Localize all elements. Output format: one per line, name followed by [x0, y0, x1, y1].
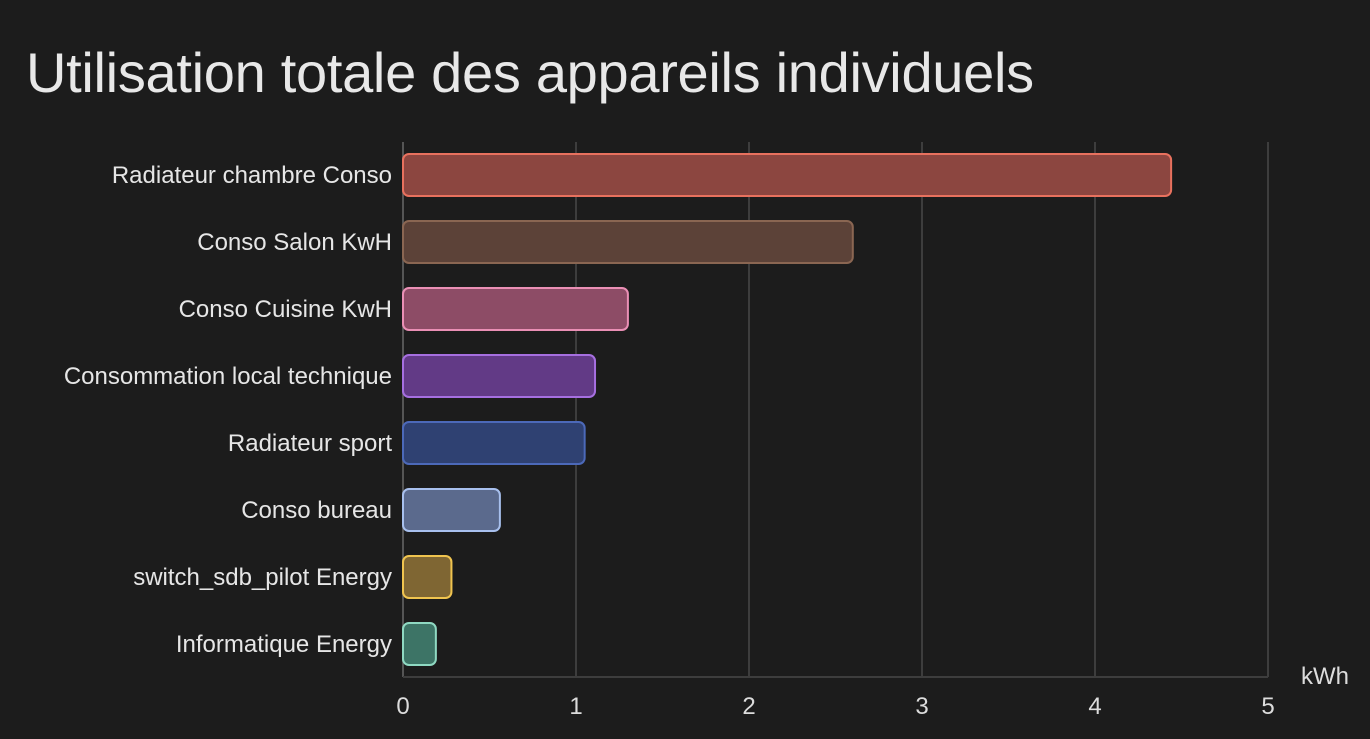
bar-2: [402, 287, 629, 331]
category-label: Conso Cuisine KwH: [179, 296, 392, 323]
bar-1: [402, 220, 854, 264]
bar-4: [402, 421, 586, 465]
x-tick-label: 1: [569, 693, 582, 720]
x-tick-label: 0: [396, 693, 409, 720]
x-tick-label: 4: [1088, 693, 1101, 720]
category-label: Informatique Energy: [176, 631, 392, 658]
bar-0: [402, 153, 1173, 197]
category-labels: Radiateur chambre Conso Conso Salon KwH Co…: [64, 162, 393, 658]
x-tick-label: 2: [742, 693, 755, 720]
category-label: Conso Salon KwH: [197, 229, 392, 256]
bar-6: [402, 555, 453, 599]
x-tick-label: 5: [1261, 693, 1274, 720]
card-title: Utilisation totale des appareils individ…: [26, 41, 1034, 104]
x-tick-label: 3: [915, 693, 928, 720]
x-axis-unit: kWh: [1301, 663, 1349, 690]
bar-5: [402, 488, 501, 532]
chart-bars: [402, 153, 1173, 666]
category-label: switch_sdb_pilot Energy: [133, 564, 392, 591]
category-label: Consommation local technique: [64, 363, 392, 390]
category-label: Radiateur chambre Conso: [112, 162, 392, 189]
bar-3: [402, 354, 597, 398]
bar-7: [402, 622, 437, 666]
x-tick-labels: 0 1 2 3 4 5: [396, 693, 1274, 720]
category-label: Radiateur sport: [228, 430, 392, 457]
category-label: Conso bureau: [241, 497, 392, 524]
